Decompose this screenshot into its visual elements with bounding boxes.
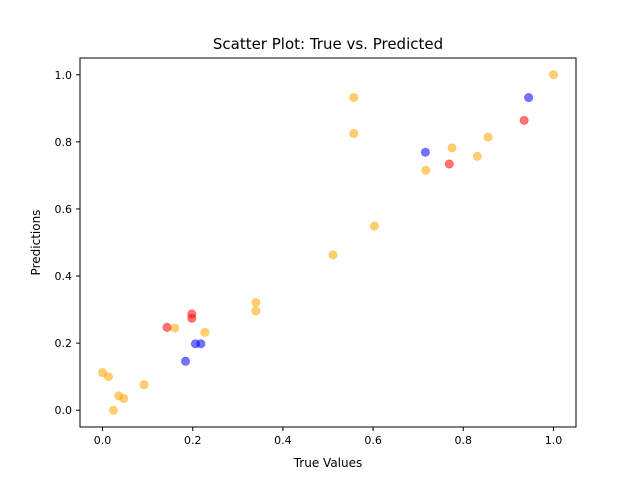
data-point-s0-10	[251, 306, 261, 316]
data-point-s1-1	[444, 159, 454, 169]
data-point-s2-3	[196, 339, 206, 349]
data-point-s0-7	[369, 221, 380, 231]
x-tick-label: 1.0	[545, 434, 563, 447]
data-point-s0-11	[200, 327, 210, 338]
data-point-s0-13	[97, 368, 108, 378]
x-tick-label: 0.4	[274, 434, 292, 447]
x-tick-label: 0.6	[364, 434, 382, 447]
data-point-s1-4	[187, 313, 197, 323]
y-axis-label: Predictions	[29, 210, 43, 276]
data-points	[97, 70, 559, 415]
data-point-s0-2	[349, 128, 359, 139]
data-point-s2-1	[420, 147, 430, 157]
data-point-s1-0	[519, 115, 529, 125]
plot-frame	[79, 57, 577, 428]
y-tick-label: 0.0	[55, 404, 73, 417]
data-point-s0-17	[119, 393, 129, 404]
data-point-s0-4	[483, 132, 493, 142]
y-axis-ticks: 0.0 0.2 0.4 0.6 0.8 1.0	[55, 69, 80, 417]
x-axis-ticks: 0.0 0.2 0.4 0.6 0.8 1.0	[94, 427, 562, 447]
data-point-s2-4	[180, 356, 191, 366]
y-tick-label: 0.8	[55, 136, 73, 149]
y-tick-label: 0.2	[55, 337, 73, 350]
x-axis-label: True Values	[293, 456, 363, 470]
chart-title: Scatter Plot: True vs. Predicted	[213, 35, 443, 53]
data-point-s0-8	[328, 250, 338, 260]
data-point-s0-9	[251, 297, 261, 308]
data-point-s0-5	[472, 151, 482, 161]
x-tick-label: 0.8	[455, 434, 473, 447]
data-point-s0-14	[103, 372, 114, 382]
data-point-s2-0	[524, 92, 534, 103]
data-point-s0-15	[139, 380, 149, 390]
data-point-s0-12	[170, 323, 180, 333]
data-point-s0-18	[108, 405, 118, 415]
data-point-s0-1	[349, 92, 359, 103]
data-point-s1-2	[162, 322, 172, 332]
y-tick-label: 1.0	[55, 69, 73, 82]
data-point-s0-3	[447, 143, 457, 153]
data-point-s0-6	[421, 165, 431, 175]
y-tick-label: 0.4	[55, 270, 73, 283]
data-point-s0-0	[548, 70, 559, 80]
x-tick-label: 0.0	[94, 434, 112, 447]
y-tick-label: 0.6	[55, 203, 73, 216]
x-tick-label: 0.2	[184, 434, 202, 447]
